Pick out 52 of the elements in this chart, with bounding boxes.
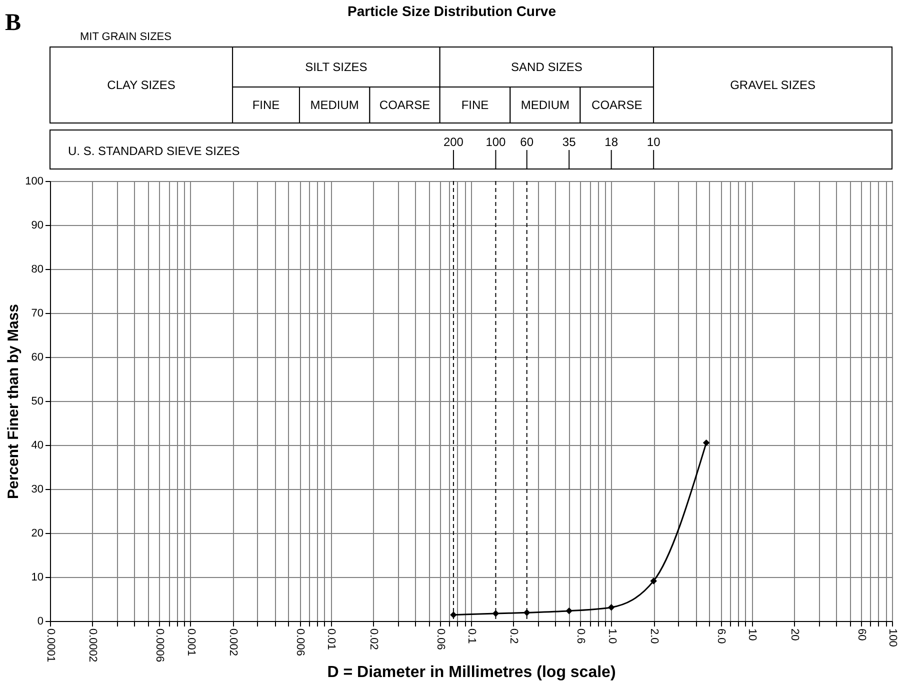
x-tick-label: 0.6 bbox=[574, 628, 587, 644]
y-tick-label: 10 bbox=[31, 572, 44, 584]
y-tick-label: 0 bbox=[37, 616, 44, 628]
text: FINE bbox=[252, 98, 280, 112]
annotation: 35 bbox=[562, 135, 576, 149]
y-tick-label: 40 bbox=[31, 440, 44, 452]
annotation: 200 bbox=[443, 135, 464, 149]
annotation: 60 bbox=[520, 135, 534, 149]
x-tick-label: 0.002 bbox=[227, 628, 240, 656]
x-tick-label: 0.01 bbox=[325, 628, 338, 650]
x-tick-label: 20 bbox=[788, 628, 800, 641]
x-tick-label: 0.001 bbox=[184, 628, 197, 656]
y-axis-title: Percent Finer than by Mass bbox=[5, 304, 22, 500]
x-tick-label: 0.0001 bbox=[44, 628, 56, 662]
text: COARSE bbox=[379, 98, 430, 112]
text: FINE bbox=[461, 98, 489, 112]
x-tick-label: 1.0 bbox=[606, 628, 618, 644]
annotation: 18 bbox=[604, 135, 618, 149]
text: COARSE bbox=[592, 98, 642, 112]
text: MIT GRAIN SIZES bbox=[80, 31, 172, 43]
text: SAND SIZES bbox=[511, 60, 582, 74]
y-tick-label: 20 bbox=[31, 528, 44, 540]
annotation: 10 bbox=[646, 135, 661, 149]
text: U. S. STANDARD SIEVE SIZES bbox=[68, 144, 240, 158]
y-tick-label: 60 bbox=[31, 352, 44, 364]
x-tick-label: 100 bbox=[886, 628, 898, 647]
y-tick-label: 90 bbox=[31, 220, 44, 232]
x-tick-label: 0.06 bbox=[434, 628, 446, 650]
x-tick-label: 0.006 bbox=[294, 628, 306, 656]
text: MEDIUM bbox=[310, 98, 359, 112]
x-tick-label: 0.0006 bbox=[154, 628, 166, 662]
x-tick-label: 0.1 bbox=[466, 628, 478, 644]
x-axis-title: D = Diameter in Millimetres (log scale) bbox=[327, 664, 616, 682]
y-tick-label: 80 bbox=[31, 264, 44, 276]
text: CLAY SIZES bbox=[107, 78, 176, 92]
y-tick-label: 30 bbox=[31, 484, 44, 496]
x-tick-label: 10 bbox=[746, 628, 758, 641]
annotation: 100 bbox=[486, 135, 506, 149]
x-tick-label: 60 bbox=[855, 628, 868, 641]
text: B bbox=[5, 10, 22, 36]
y-tick-label: 70 bbox=[31, 308, 44, 320]
text: SILT SIZES bbox=[305, 60, 368, 74]
x-tick-label: 6.0 bbox=[715, 628, 728, 644]
chart-title: Particle Size Distribution Curve bbox=[348, 3, 556, 19]
x-tick-label: 0.0002 bbox=[86, 628, 99, 662]
x-tick-label: 0.02 bbox=[367, 628, 380, 650]
text: GRAVEL SIZES bbox=[730, 78, 816, 92]
text: MEDIUM bbox=[520, 98, 570, 112]
x-tick-label: 2.0 bbox=[648, 628, 660, 644]
x-tick-label: 0.2 bbox=[508, 628, 520, 644]
y-tick-label: 50 bbox=[31, 396, 44, 408]
y-tick-label: 100 bbox=[25, 176, 44, 188]
